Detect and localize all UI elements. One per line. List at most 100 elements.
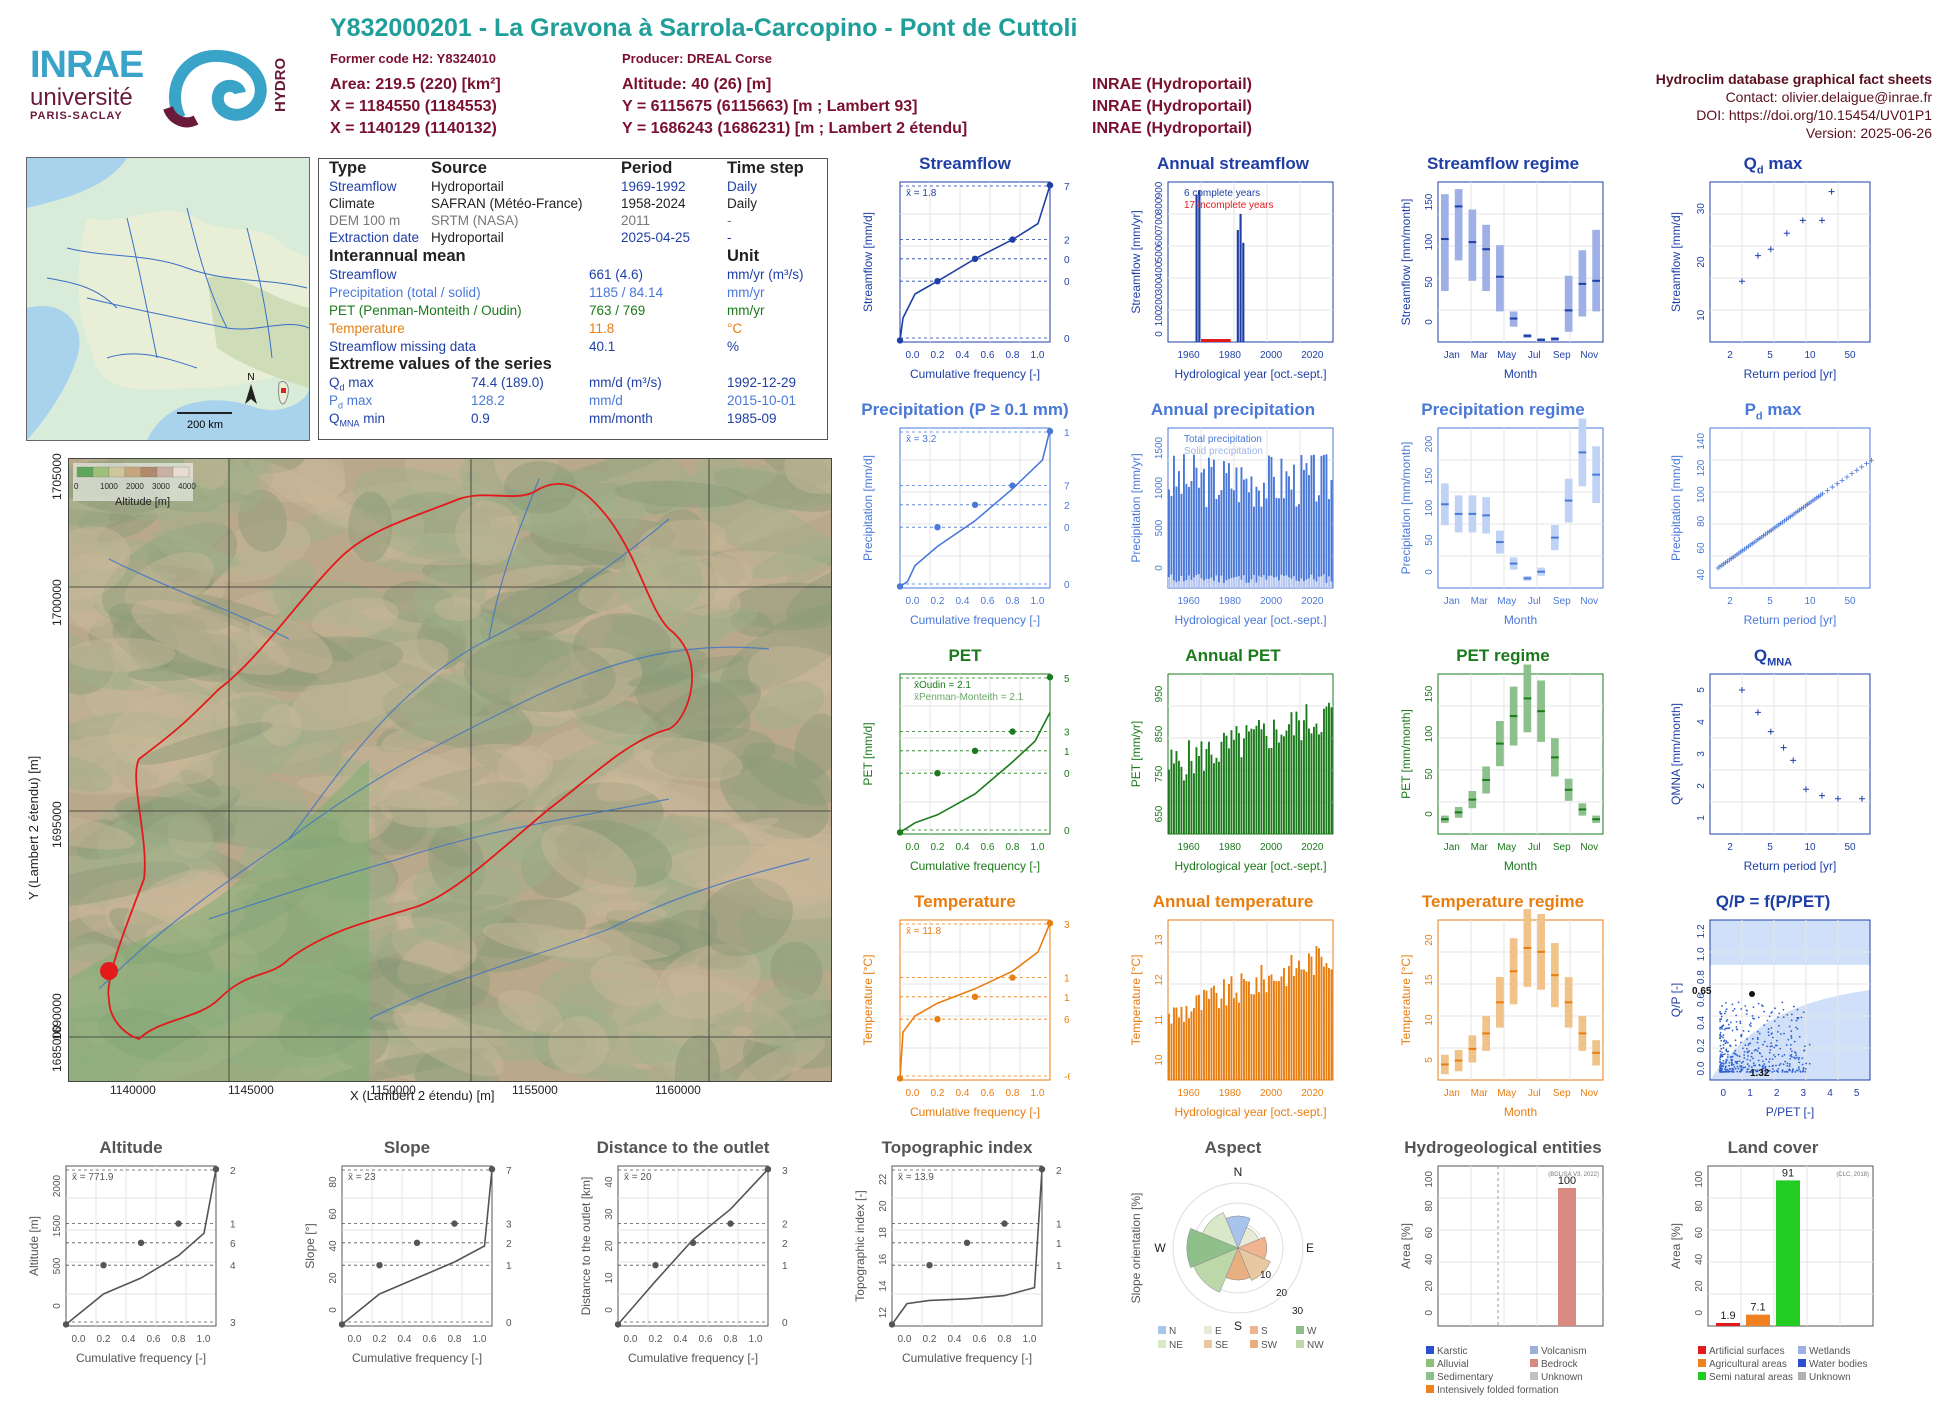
ylabel-pet_annual: PET [mm/yr] [1129, 721, 1143, 787]
bar-precip_annual-63 [1325, 454, 1328, 588]
qp-pt-5 [1737, 1001, 1740, 1004]
xtick-precip_regime-5: Nov [1580, 596, 1598, 607]
qp-pt-201 [1784, 1070, 1786, 1073]
qp-pt-392 [1764, 1070, 1767, 1073]
aspect-legend-2: S [1261, 1326, 1268, 1337]
xtick-temp_regime-3: Jul [1528, 1088, 1541, 1099]
qp-pt-381 [1737, 1067, 1740, 1070]
xtick-temp_annual-1: 1980 [1219, 1088, 1242, 1099]
ytick-pet_annual-0: 650 [1154, 805, 1165, 822]
qp-pt-47 [1783, 1053, 1786, 1056]
x-l2: X = 1140129 (1140132) [330, 120, 497, 137]
xtick-precip_cdf-1: 0.2 [931, 596, 945, 607]
qp-median-point [1749, 991, 1755, 997]
ytick-qd_max-2: 30 [1696, 203, 1707, 215]
hydrogeo-legend-swatch-4 [1426, 1372, 1434, 1380]
qp-pt-379 [1758, 1064, 1761, 1067]
bar-precip_annual-51 [1295, 506, 1298, 588]
landcover-legend-2: Agricultural areas [1709, 1359, 1787, 1370]
solid-bar-4 [1178, 581, 1180, 588]
aspect-sector-7 [1202, 1212, 1239, 1249]
bar-temp_annual-43 [1275, 981, 1278, 1080]
panel-title-temp_annual: Annual temperature [1152, 892, 1314, 911]
bar-temp_annual-18 [1213, 985, 1215, 1080]
panel-precip_annual: Annual precipitation Precipitation [mm/yr… [1128, 400, 1338, 660]
chart-svg-flow_cdf: Streamflow [mm/d] Cumulative frequency [-… [861, 181, 1070, 381]
qp-pt-411 [1735, 1014, 1738, 1017]
qp-pt-62 [1788, 1065, 1791, 1067]
producer: Producer: DREAL Corse [622, 51, 773, 66]
ytick-temp_annual-2: 12 [1154, 974, 1165, 986]
qp-pt-163 [1735, 1020, 1738, 1023]
xtick-qmna-2: 10 [1804, 842, 1816, 853]
qp-pt-88 [1725, 1069, 1727, 1071]
mean-label-precip_cdf: x̄ = 3.2 [906, 434, 937, 445]
cdf-line-alt_cdf [65, 1169, 217, 1326]
xtick-flow_cdf-3: 0.6 [981, 350, 995, 361]
bar-pet_annual-30 [1243, 738, 1245, 834]
bar-temp_annual-47 [1285, 986, 1288, 1080]
qp-pt-15 [1724, 1010, 1727, 1013]
cdf-point-temp_cdf-0 [896, 1075, 904, 1082]
cdf-line-precip_cdf [899, 429, 1051, 588]
qp-pt-87 [1768, 1060, 1770, 1063]
qp-pt-243 [1736, 1028, 1739, 1031]
solid-bar-51 [1295, 580, 1298, 588]
solid-bar-63 [1325, 582, 1328, 588]
xtick-temp_annual-3: 2020 [1301, 1088, 1324, 1099]
right-tick-slope_cdf-4: 0 [506, 1318, 512, 1329]
info-period-1: 1958-2024 [621, 196, 686, 211]
qp-pt-254 [1796, 1008, 1799, 1011]
ytick-pet_annual-3: 950 [1154, 685, 1165, 702]
xtick-qd_max-0: 2 [1727, 350, 1733, 361]
xtick-temp_cdf-1: 0.2 [931, 1088, 945, 1099]
cdf-line-slope_cdf [341, 1169, 493, 1326]
point-qd_max-0 [1739, 278, 1745, 285]
point-qd_max-3 [1783, 230, 1790, 237]
hydrogeo-bar [1558, 1188, 1576, 1326]
xtick-pet_cdf-0: 0.0 [906, 842, 920, 853]
solid-bar-31 [1245, 582, 1248, 588]
qp-pt-150 [1758, 1051, 1761, 1054]
bar-temp_annual-24 [1228, 983, 1230, 1080]
ylabel-precip_regime: Precipitation [mm/month] [1399, 442, 1413, 575]
qp-pt-390 [1722, 1070, 1725, 1073]
xtick-precip_regime-2: May [1497, 596, 1516, 607]
bar-precip_annual-45 [1280, 458, 1283, 588]
ytick-precip_regime-3: 150 [1424, 467, 1435, 484]
bar-temp_annual-11 [1195, 995, 1198, 1080]
xlabel-pet_regime: Month [1504, 859, 1537, 873]
solid-bar-34 [1253, 574, 1255, 588]
xlabel-precip_regime: Month [1504, 613, 1537, 627]
panel-title-pet_annual: Annual PET [1185, 646, 1281, 665]
qp-pt-31 [1757, 1016, 1760, 1019]
ext-label-2: QMNA min [329, 411, 386, 429]
qp-pt-288 [1720, 1053, 1722, 1056]
solid-bar-44 [1278, 580, 1280, 588]
box-flow_regime-1 [1454, 189, 1463, 261]
mean-label-topo_cdf: x̄ = 13.9 [898, 1172, 934, 1183]
bar-pet_annual-50 [1293, 735, 1295, 834]
cdf-point-flow_cdf-4 [1046, 182, 1054, 189]
qp-pt-195 [1803, 1049, 1805, 1052]
qp-pt-401 [1763, 1010, 1766, 1013]
landcover-bar-1 [1746, 1314, 1770, 1326]
xlabel-temp_cdf: Cumulative frequency [-] [910, 1105, 1040, 1119]
xtick-slope_cdf-0: 0.0 [348, 1334, 362, 1345]
cdf-point-topo_cdf-2 [963, 1239, 971, 1246]
version: Version: 2025-06-26 [1805, 125, 1932, 141]
xtick-alt_cdf-4: 0.8 [172, 1334, 186, 1345]
panel-title-temp_regime: Temperature regime [1421, 892, 1585, 911]
solid-bar-6 [1183, 581, 1185, 588]
bar-temp_annual-48 [1288, 966, 1290, 1080]
xtick-topo_cdf-3: 0.6 [973, 1334, 987, 1345]
ytick-flow_annual-5: 500 [1154, 245, 1165, 262]
ytick-hydrogeo-4: 80 [1424, 1200, 1435, 1212]
ytick-temp_regime-0: 5 [1424, 1057, 1435, 1063]
xtick-dist_cdf-5: 1.0 [749, 1334, 763, 1345]
qp-pt-409 [1733, 1066, 1736, 1068]
qp-pt-267 [1720, 1039, 1723, 1042]
xtick-flow_regime-4: Sep [1553, 350, 1571, 361]
qp-pt-153 [1785, 1070, 1788, 1073]
xtick-qd_max-1: 5 [1767, 350, 1773, 361]
